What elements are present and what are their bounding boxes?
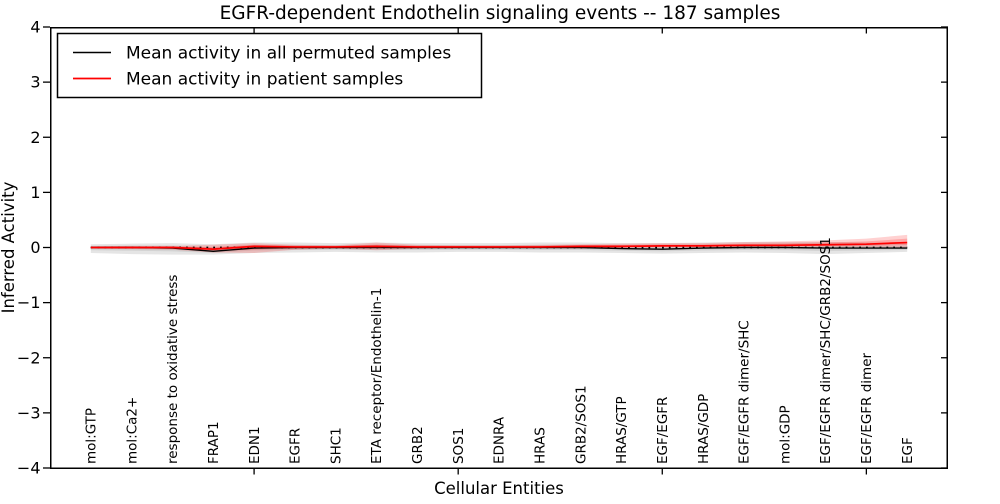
x-tick-label: mol:Ca2+	[124, 397, 140, 464]
legend-label-patient: Mean activity in patient samples	[126, 70, 403, 90]
y-tick-label: −1	[17, 293, 41, 312]
y-tick-label: −3	[17, 403, 41, 422]
x-axis-label: Cellular Entities	[434, 479, 564, 498]
patient-band	[90, 234, 908, 254]
x-tick-label: EGF/EGFR	[655, 397, 671, 464]
x-tick-label: ETA receptor/Endothelin-1	[369, 288, 385, 464]
plot-layer: 4 3 2 1 0 −1 −2 −3 −4 mol:GTP mol:Ca2+ response to …	[17, 18, 948, 478]
patient-mean-line	[90, 241, 908, 251]
x-tick-label: EGF	[900, 437, 916, 464]
y-axis-label: Inferred Activity	[0, 181, 18, 313]
y-tick-label: 4	[30, 18, 40, 37]
x-tick-label: HRAS/GDP	[696, 394, 712, 464]
legend: Mean activity in all permuted samples Me…	[56, 32, 483, 99]
y-tick-label: 1	[30, 183, 40, 202]
y-tick-label: 2	[30, 128, 40, 147]
x-tick-label: EGF/EGFR dimer	[859, 352, 875, 464]
y-tick-label: −4	[17, 459, 41, 478]
x-tick-label: mol:GDP	[777, 405, 793, 464]
legend-label-permuted: Mean activity in all permuted samples	[126, 44, 451, 64]
x-tick-label: GRB2	[410, 426, 426, 464]
y-tick-label: 3	[30, 73, 40, 92]
x-tick-label: EGFR	[288, 428, 304, 464]
x-tick-label: mol:GTP	[84, 408, 100, 464]
y-tick-label: 0	[30, 238, 40, 257]
x-tick-label: SOS1	[451, 428, 467, 464]
y-tick-label: −2	[17, 348, 41, 367]
x-tick-label: FRAP1	[206, 421, 222, 464]
x-tick-label: HRAS	[533, 427, 549, 464]
x-tick-label: response to oxidative stress	[165, 275, 181, 464]
x-tick-label: EDN1	[247, 426, 263, 464]
x-tick-label: HRAS/GTP	[614, 396, 630, 464]
x-tick-label: SHC1	[328, 427, 344, 464]
chart-title: EGFR-dependent Endothelin signaling even…	[220, 3, 781, 24]
x-tick-label: EGF/EGFR dimer/SHC/GRB2/SOS1	[818, 237, 834, 464]
x-tick-label: EGF/EGFR dimer/SHC	[737, 320, 753, 464]
legend-box	[56, 32, 483, 99]
x-tick-label: GRB2/SOS1	[573, 385, 589, 464]
x-tick-label: EDNRA	[492, 416, 508, 464]
